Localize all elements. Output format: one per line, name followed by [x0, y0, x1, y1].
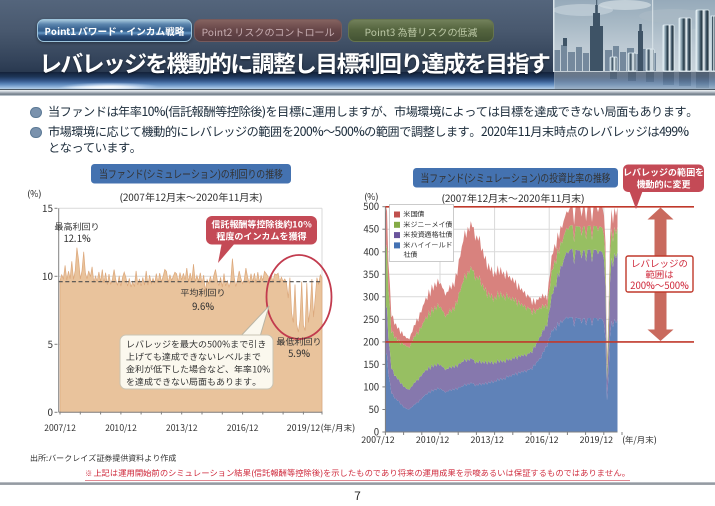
svg-text:150: 150 [363, 357, 379, 371]
svg-text:12.1%: 12.1% [63, 231, 90, 245]
svg-text:レバレッジの範囲を: レバレッジの範囲を [623, 166, 704, 179]
svg-text:最高利回り: 最高利回り [54, 220, 99, 233]
svg-text:米投資適格社債: 米投資適格社債 [404, 230, 453, 240]
svg-text:2016/12: 2016/12 [525, 433, 559, 446]
svg-text:450: 450 [363, 222, 379, 236]
svg-text:2019/12: 2019/12 [580, 433, 614, 446]
svg-text:上げても達成できないレベルまで: 上げても達成できないレベルまで [126, 350, 261, 363]
svg-text:(%): (%) [364, 190, 378, 203]
svg-text:50: 50 [368, 402, 379, 416]
svg-text:2010/12: 2010/12 [416, 433, 450, 446]
svg-text:2016/12: 2016/12 [227, 422, 259, 434]
svg-text:5.9%: 5.9% [288, 346, 310, 360]
svg-text:9.6%: 9.6% [192, 299, 214, 313]
svg-text:0: 0 [47, 404, 53, 419]
svg-text:2007/12: 2007/12 [361, 433, 395, 446]
svg-text:400: 400 [363, 244, 379, 258]
svg-text:当ファンド(シミュレーション)の投資比率の推移: 当ファンド(シミュレーション)の投資比率の推移 [421, 170, 611, 186]
svg-text:10: 10 [42, 268, 53, 283]
svg-text:15: 15 [42, 200, 53, 215]
svg-text:2013/12: 2013/12 [470, 433, 504, 446]
svg-text:金利が低下した場合など、年率10%: 金利が低下した場合など、年率10% [126, 363, 270, 376]
svg-text:100: 100 [363, 379, 379, 393]
svg-text:500: 500 [363, 199, 379, 213]
svg-text:200%〜500%: 200%〜500% [630, 278, 689, 292]
svg-text:レバレッジの: レバレッジの [631, 256, 688, 270]
svg-text:200: 200 [363, 334, 379, 348]
svg-text:米国債: 米国債 [404, 210, 425, 220]
svg-text:(%): (%) [27, 187, 41, 200]
svg-text:250: 250 [363, 312, 379, 326]
svg-text:2013/12: 2013/12 [166, 422, 198, 434]
svg-text:社債: 社債 [403, 250, 418, 260]
svg-text:5: 5 [47, 336, 53, 351]
svg-text:0: 0 [374, 425, 379, 439]
svg-text:350: 350 [363, 267, 379, 281]
svg-text:当ファンド(シミュレーション)の利回りの推移: 当ファンド(シミュレーション)の利回りの推移 [99, 166, 283, 182]
svg-text:(2007年12月末〜2020年11月末): (2007年12月末〜2020年11月末) [441, 190, 584, 205]
svg-text:レバレッジを最大の500%まで引き: レバレッジを最大の500%まで引き [126, 338, 266, 351]
svg-text:(2007年12月末〜2020年11月末): (2007年12月末〜2020年11月末) [119, 189, 262, 204]
svg-text:2010/12: 2010/12 [105, 422, 137, 434]
svg-text:2007/12: 2007/12 [44, 422, 76, 434]
svg-text:最低利回り: 最低利回り [276, 335, 321, 348]
svg-text:米ハイイールド: 米ハイイールド [404, 240, 453, 250]
svg-text:平均利回り: 平均利回り [180, 286, 225, 299]
svg-text:米ジニーメイ債: 米ジニーメイ債 [404, 220, 453, 230]
svg-text:(年/月末): (年/月末) [622, 434, 657, 446]
svg-text:機動的に変更: 機動的に変更 [635, 178, 690, 191]
svg-text:を達成できない局面もあります。: を達成できない局面もあります。 [126, 375, 261, 388]
svg-text:程度のインカムを獲得: 程度のインカムを獲得 [216, 230, 306, 243]
svg-text:範囲は: 範囲は [645, 267, 674, 281]
svg-text:2019/12: 2019/12 [287, 421, 321, 434]
svg-text:信託報酬等控除後約10%: 信託報酬等控除後約10% [210, 218, 313, 231]
svg-text:(年/月末): (年/月末) [320, 422, 355, 434]
svg-text:300: 300 [363, 289, 379, 303]
